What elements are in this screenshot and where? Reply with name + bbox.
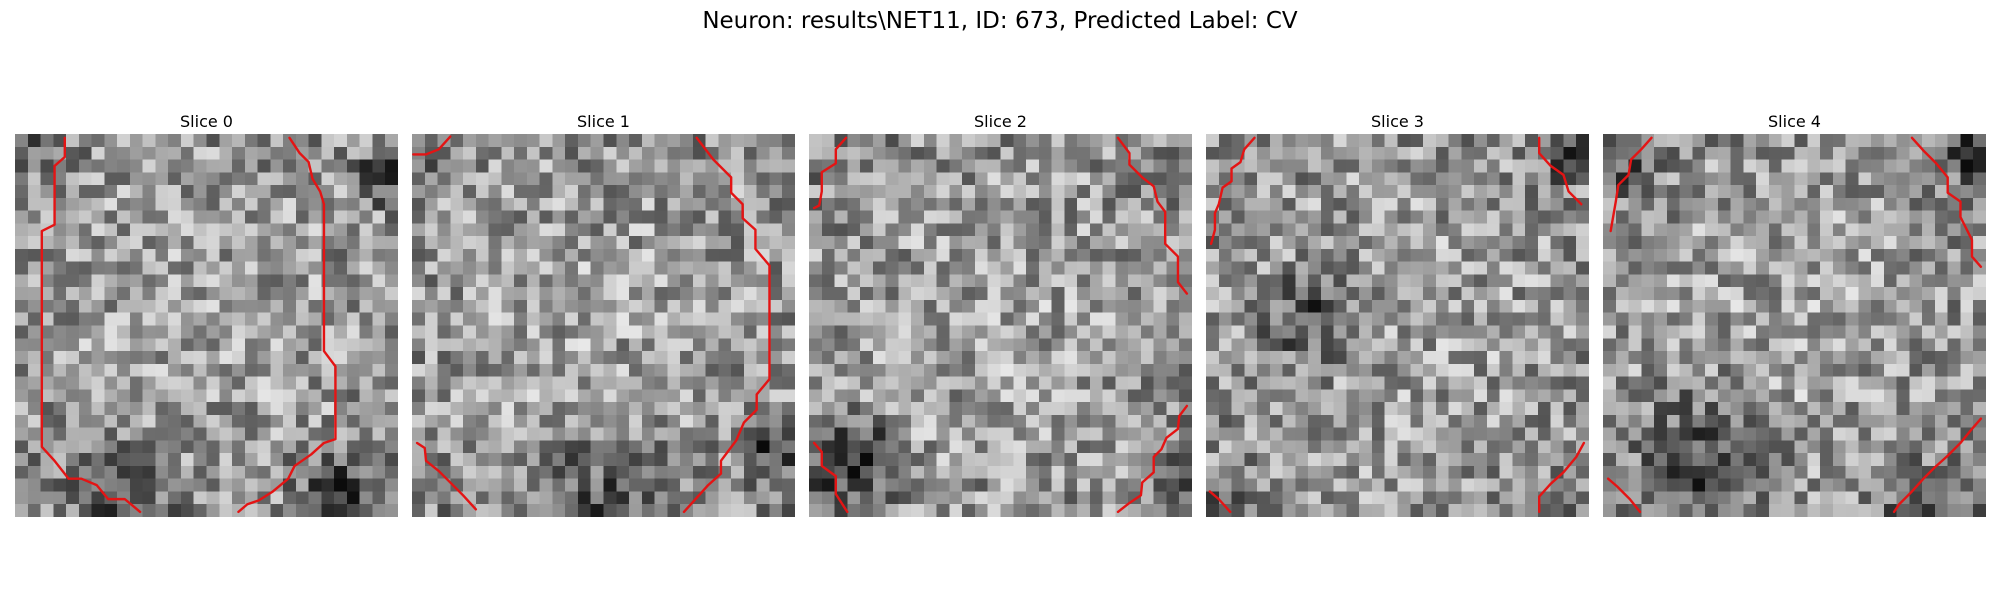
pixel-grid: [1603, 134, 1986, 517]
segmentation-contour: [1539, 443, 1584, 512]
segmentation-contour: [1118, 406, 1187, 512]
segmentation-contour: [417, 443, 476, 509]
pixel-grid: [15, 134, 398, 517]
segmentation-contour: [684, 138, 770, 512]
slice-image: [1603, 134, 1986, 517]
slice-title: Slice 0: [180, 112, 233, 131]
segmentation-contour: [814, 443, 847, 512]
segmentation-contour: [1608, 479, 1640, 512]
slice-image-svg: [15, 134, 398, 517]
segmentation-contour: [1210, 491, 1230, 511]
slice-image: [15, 134, 398, 517]
segmentation-contour: [1912, 138, 1981, 267]
slice-panel-2: Slice 2: [809, 110, 1192, 517]
slice-title: Slice 3: [1371, 112, 1424, 131]
pixel-grid: [809, 134, 1192, 517]
segmentation-contour: [1894, 419, 1981, 512]
figure-title: Neuron: results\NET11, ID: 673, Predicte…: [702, 8, 1298, 34]
slice-panel-4: Slice 4: [1603, 110, 1986, 517]
slice-image-svg: [1603, 134, 1986, 517]
slice-image-svg: [1206, 134, 1589, 517]
slice-image: [809, 134, 1192, 517]
slice-title: Slice 4: [1768, 112, 1821, 131]
slice-panel-1: Slice 1: [412, 110, 795, 517]
pixel-grid: [1206, 134, 1589, 517]
segmentation-contour: [42, 138, 140, 512]
slice-image-svg: [809, 134, 1192, 517]
segmentation-contour: [413, 137, 450, 155]
slice-title: Slice 1: [577, 112, 630, 131]
slice-image: [1206, 134, 1589, 517]
segmentation-contour: [1539, 138, 1581, 204]
slice-image: [412, 134, 795, 517]
segmentation-contour: [814, 138, 846, 208]
segmentation-contour: [1211, 138, 1254, 244]
segmentation-contour: [1118, 138, 1187, 294]
slice-panel-0: Slice 0: [15, 110, 398, 517]
slice-title: Slice 2: [974, 112, 1027, 131]
pixel-grid: [412, 134, 795, 517]
slice-panel-3: Slice 3: [1206, 110, 1589, 517]
slice-image-svg: [412, 134, 795, 517]
segmentation-contour: [1611, 138, 1652, 231]
segmentation-contour: [238, 138, 335, 512]
